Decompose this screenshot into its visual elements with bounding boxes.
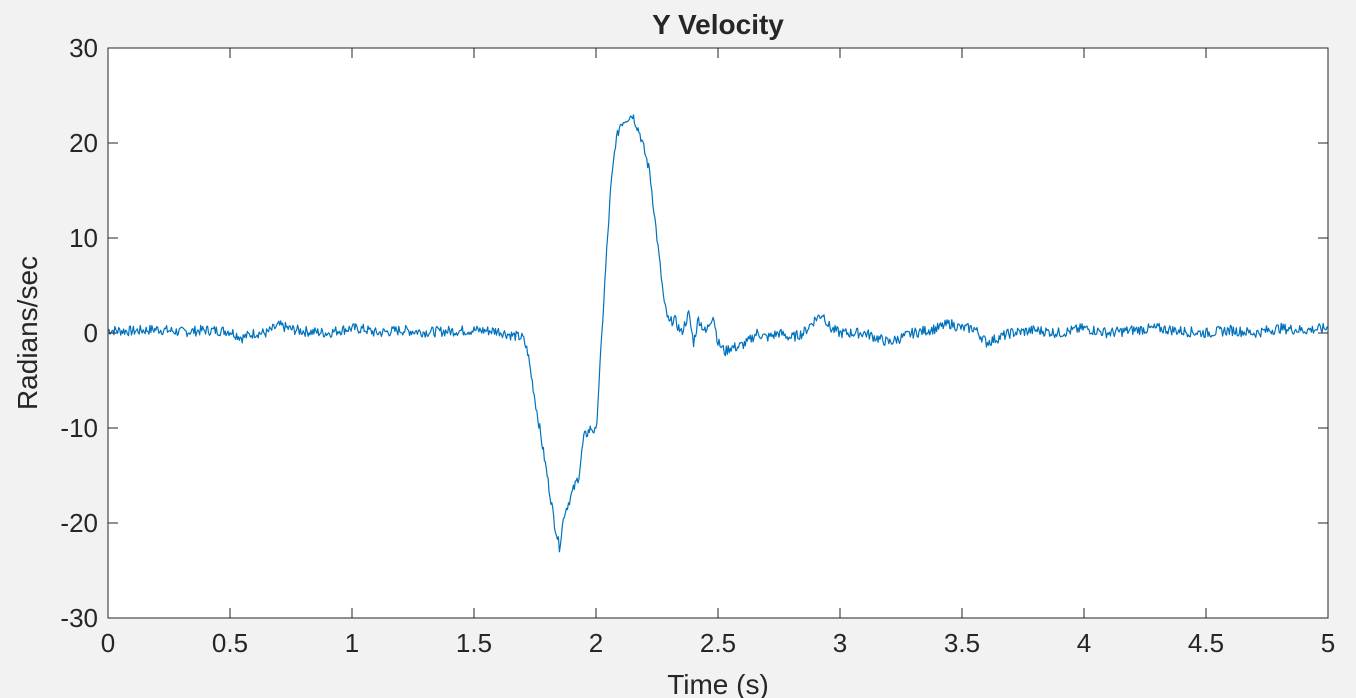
x-tick-label: 2.5 bbox=[700, 628, 736, 658]
x-tick-label: 0.5 bbox=[212, 628, 248, 658]
y-axis-title: Radians/sec bbox=[12, 256, 43, 410]
y-tick-label: -30 bbox=[60, 603, 98, 633]
series-layer bbox=[107, 114, 1329, 553]
x-tick-label: 1.5 bbox=[456, 628, 492, 658]
y-tick-label: 30 bbox=[69, 33, 98, 63]
x-tick-label: 4 bbox=[1077, 628, 1091, 658]
x-tick-label: 2 bbox=[589, 628, 603, 658]
x-tick-label: 0 bbox=[101, 628, 115, 658]
x-tick-label: 3.5 bbox=[944, 628, 980, 658]
x-tick-label: 1 bbox=[345, 628, 359, 658]
series-line bbox=[107, 114, 1329, 553]
y-tick-label: -10 bbox=[60, 413, 98, 443]
x-tick-label: 5 bbox=[1321, 628, 1335, 658]
y-tick-label: 10 bbox=[69, 223, 98, 253]
y-tick-label: -20 bbox=[60, 508, 98, 538]
x-tick-label: 3 bbox=[833, 628, 847, 658]
x-tick-label: 4.5 bbox=[1188, 628, 1224, 658]
chart-title: Y Velocity bbox=[652, 9, 784, 40]
ticks-layer: 0 0.5 1 1.5 2 2.5 3 3.5 4 4.5 5 -30 -20 -10 0 10 20 30 bbox=[60, 33, 1335, 658]
x-axis-title: Time (s) bbox=[667, 669, 769, 698]
y-tick-label: 0 bbox=[84, 318, 98, 348]
plot-frame bbox=[107, 47, 1329, 619]
y-tick-label: 20 bbox=[69, 128, 98, 158]
